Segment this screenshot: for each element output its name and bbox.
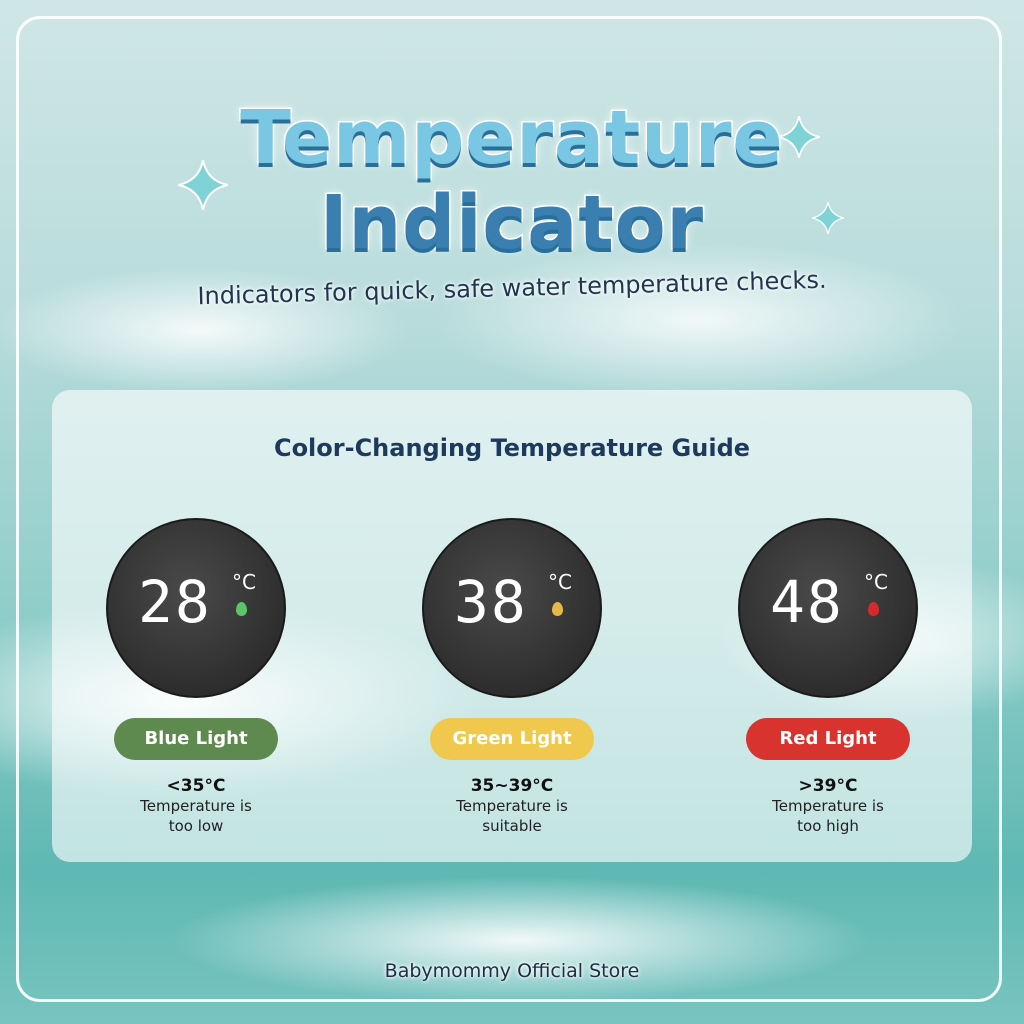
sparkle <box>778 116 820 158</box>
footer: Babymommy Official Store <box>384 960 640 982</box>
display-unit: °C <box>548 570 572 594</box>
description: Temperature is <box>456 797 568 815</box>
drop-icon <box>236 602 247 616</box>
temperature-item: 48 °C Red Light >39°C Temperature is too high <box>708 518 948 836</box>
display-unit: °C <box>864 570 888 594</box>
temperature-item: 38 °C Green Light 35~39°C Temperature is suit… <box>392 518 632 836</box>
title: Indicator <box>318 179 705 268</box>
description: too high <box>797 817 859 835</box>
temperature-item: 28 °C Blue Light <35°C Temperature is too low <box>76 518 316 836</box>
display-unit: °C <box>232 570 256 594</box>
drop-icon <box>868 602 879 616</box>
description: Temperature is <box>140 797 252 815</box>
display: 28 °C <box>106 518 286 698</box>
light-label: Blue Light <box>114 718 278 760</box>
display-digits: 38 <box>454 568 528 636</box>
sparkle <box>812 202 844 234</box>
title: Temperature <box>239 94 784 183</box>
display: 38 °C <box>422 518 602 698</box>
display-digits: 28 <box>138 568 212 636</box>
frame <box>16 16 1002 1002</box>
description: too low <box>168 817 224 835</box>
description: suitable <box>482 817 542 835</box>
display-digits: 48 <box>770 568 844 636</box>
drop-icon <box>552 602 563 616</box>
guide-card: Color-Changing Temperature Guide 28 °C Blu… <box>52 390 972 862</box>
light-label: Green Light <box>430 718 594 760</box>
range: 35~39°C <box>470 776 554 796</box>
sparkle <box>178 160 228 210</box>
range: >39°C <box>798 776 858 796</box>
display: 48 °C <box>738 518 918 698</box>
light-label: Red Light <box>746 718 910 760</box>
range: <35°C <box>166 776 226 796</box>
card-title: Color-Changing Temperature Guide <box>273 434 751 462</box>
description: Temperature is <box>772 797 884 815</box>
